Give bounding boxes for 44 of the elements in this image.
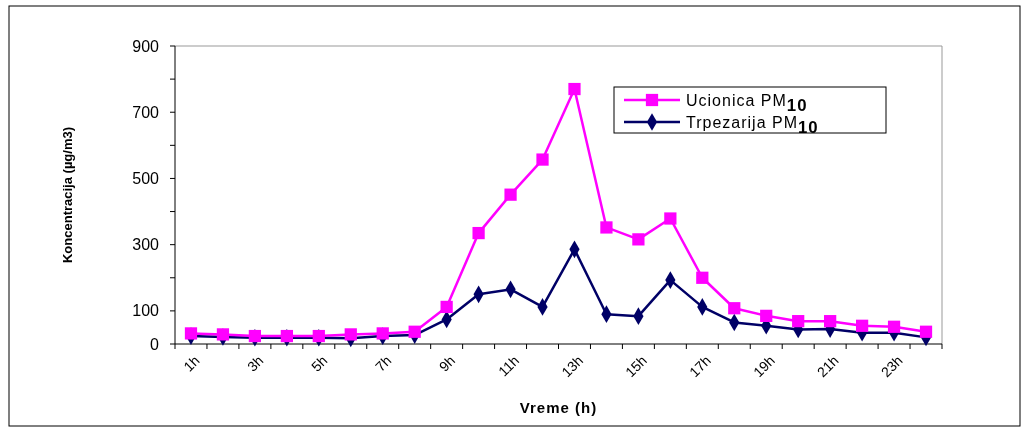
point bbox=[216, 328, 230, 341]
point bbox=[536, 153, 549, 166]
y-tick-label: 700 bbox=[132, 103, 160, 121]
point bbox=[344, 328, 357, 341]
point bbox=[887, 320, 901, 333]
point bbox=[600, 221, 613, 234]
x-tick-label: 13h bbox=[558, 352, 587, 381]
point bbox=[632, 233, 645, 246]
point bbox=[696, 271, 709, 284]
x-tick-label: 19h bbox=[749, 352, 778, 381]
x-tick-label: 1h bbox=[180, 352, 203, 375]
y-tick-label: 900 bbox=[132, 37, 160, 55]
y-tick-label: 0 bbox=[150, 335, 160, 353]
x-tick-label: 3h bbox=[244, 352, 267, 375]
point bbox=[504, 188, 517, 201]
x-tick-label: 9h bbox=[435, 352, 459, 375]
x-tick-label: 17h bbox=[686, 352, 714, 381]
y-tick-label: 100 bbox=[132, 302, 160, 320]
point bbox=[248, 329, 262, 343]
y-tick-label: 300 bbox=[132, 236, 160, 254]
point bbox=[919, 325, 933, 338]
y-tick-label: 500 bbox=[132, 170, 160, 188]
x-tick-label: 15h bbox=[622, 352, 650, 381]
point bbox=[568, 82, 581, 96]
point bbox=[472, 226, 485, 240]
x-axis-title: Vreme (h) bbox=[519, 399, 598, 416]
x-tick-label: 5h bbox=[308, 352, 331, 375]
x-tick-label: 11h bbox=[495, 352, 523, 380]
point bbox=[408, 325, 421, 338]
point bbox=[728, 302, 741, 315]
point bbox=[855, 319, 869, 332]
x-tick-label: 21h bbox=[813, 352, 842, 381]
x-tick-label: 23h bbox=[877, 352, 906, 381]
point bbox=[312, 329, 325, 343]
x-tick-label: 7h bbox=[371, 352, 395, 375]
point bbox=[376, 327, 389, 340]
point bbox=[664, 212, 677, 225]
point bbox=[184, 327, 198, 340]
point bbox=[280, 329, 293, 343]
point bbox=[760, 309, 773, 322]
y-axis-title: Koncentracija (µg/m3) bbox=[60, 126, 75, 264]
point bbox=[824, 315, 837, 328]
point bbox=[792, 315, 805, 328]
point bbox=[440, 300, 453, 314]
